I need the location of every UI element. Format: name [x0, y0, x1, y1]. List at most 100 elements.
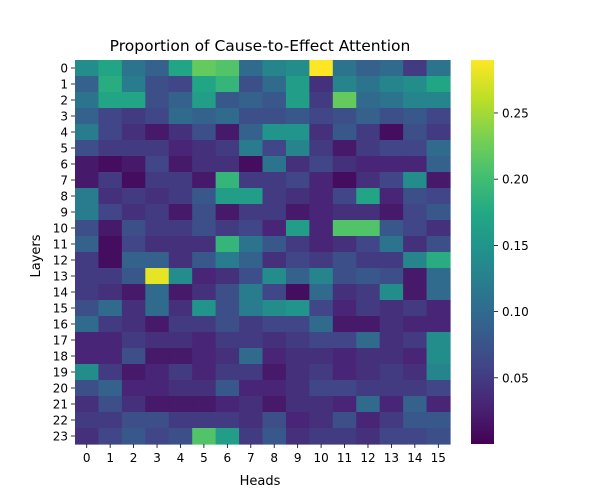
heatmap-cell [75, 316, 100, 333]
heatmap-cell [285, 332, 310, 349]
heatmap-cell [332, 76, 357, 93]
heatmap-cell [309, 252, 334, 269]
heatmap-cell [356, 348, 381, 365]
x-tick-label: 15 [431, 451, 446, 465]
heatmap-cell [145, 92, 170, 109]
heatmap-cell [403, 364, 428, 381]
heatmap-cell [121, 428, 146, 445]
heatmap-cell [192, 172, 217, 189]
heatmap-cell [192, 364, 217, 381]
heatmap-cell [192, 92, 217, 109]
heatmap-cell [168, 156, 193, 173]
heatmap-cell [239, 172, 264, 189]
heatmap-cell [75, 348, 100, 365]
heatmap-cell [285, 140, 310, 157]
heatmap-cell [285, 156, 310, 173]
heatmap-cell [168, 428, 193, 445]
y-tick-label: 8 [60, 190, 68, 204]
heatmap-cell [192, 348, 217, 365]
heatmap-cell [98, 188, 123, 205]
y-tick-label: 12 [53, 254, 68, 268]
heatmap-cell [332, 204, 357, 221]
heatmap-cell [426, 412, 451, 429]
heatmap-cell [379, 60, 404, 77]
heatmap-cell [168, 76, 193, 93]
heatmap-cell [356, 188, 381, 205]
heatmap-cell [239, 396, 264, 413]
heatmap-cell [75, 428, 100, 445]
heatmap-cell [262, 188, 287, 205]
y-tick-label: 23 [53, 430, 68, 444]
colorbar-tick-label: 0.20 [502, 173, 529, 187]
heatmap-cell [168, 220, 193, 237]
heatmap-cell [168, 348, 193, 365]
heatmap-cell [379, 412, 404, 429]
heatmap-cell [145, 268, 170, 285]
heatmap-cell [262, 252, 287, 269]
heatmap-cell [332, 140, 357, 157]
heatmap-cell [145, 252, 170, 269]
heatmap-cell [262, 332, 287, 349]
heatmap-cell [262, 124, 287, 141]
heatmap-cell [98, 252, 123, 269]
heatmap-cell [215, 60, 240, 77]
heatmap-cell [98, 332, 123, 349]
heatmap-cell [262, 348, 287, 365]
heatmap-cell [192, 220, 217, 237]
heatmap-cell [403, 92, 428, 109]
heatmap-cell [426, 188, 451, 205]
heatmap-cell [121, 332, 146, 349]
heatmap-cell [215, 316, 240, 333]
heatmap-cell [75, 92, 100, 109]
heatmap-cell [98, 236, 123, 253]
heatmap-cell [285, 76, 310, 93]
heatmap-cell [285, 236, 310, 253]
heatmap-cell [262, 412, 287, 429]
heatmap-cell [332, 268, 357, 285]
y-tick-label: 9 [60, 206, 68, 220]
heatmap-cell [121, 188, 146, 205]
colorbar-ticks: 0.05 0.10 0.15 0.20 0.25 [494, 106, 529, 385]
heatmap-cell [75, 156, 100, 173]
heatmap-cell [379, 188, 404, 205]
heatmap-cell [168, 92, 193, 109]
heatmap-cell [145, 236, 170, 253]
heatmap-cell [356, 108, 381, 125]
heatmap-cell [379, 252, 404, 269]
heatmap-cell [121, 236, 146, 253]
heatmap-cell [168, 108, 193, 125]
heatmap-cell [356, 156, 381, 173]
heatmap-cell [379, 348, 404, 365]
heatmap-cell [75, 108, 100, 125]
heatmap-cell [426, 124, 451, 141]
heatmap-cell [121, 300, 146, 317]
heatmap-cell [239, 412, 264, 429]
heatmap-cell [332, 412, 357, 429]
heatmap-cell [403, 316, 428, 333]
heatmap-cell [379, 204, 404, 221]
heatmap-cell [98, 140, 123, 157]
heatmap-cell [332, 220, 357, 237]
heatmap-cell [239, 348, 264, 365]
heatmap-cell [285, 364, 310, 381]
heatmap-cell [168, 188, 193, 205]
x-axis-ticks: 0 1 2 3 4 5 6 7 8 9 10 11 12 13 14 15 [83, 444, 446, 465]
heatmap-cell [426, 60, 451, 77]
heatmap-cell [192, 236, 217, 253]
heatmap-cell [192, 204, 217, 221]
heatmap-cell [145, 172, 170, 189]
heatmap-cell [379, 364, 404, 381]
heatmap-cell [426, 316, 451, 333]
heatmap-cell [285, 300, 310, 317]
heatmap-cell [426, 332, 451, 349]
heatmap-cell [168, 124, 193, 141]
heatmap-cell [75, 220, 100, 237]
heatmap-cell [262, 380, 287, 397]
heatmap-cell [285, 92, 310, 109]
heatmap-cell [332, 252, 357, 269]
heatmap-cell [379, 236, 404, 253]
heatmap-cell [262, 60, 287, 77]
heatmap-cell [75, 364, 100, 381]
heatmap-cell [356, 236, 381, 253]
